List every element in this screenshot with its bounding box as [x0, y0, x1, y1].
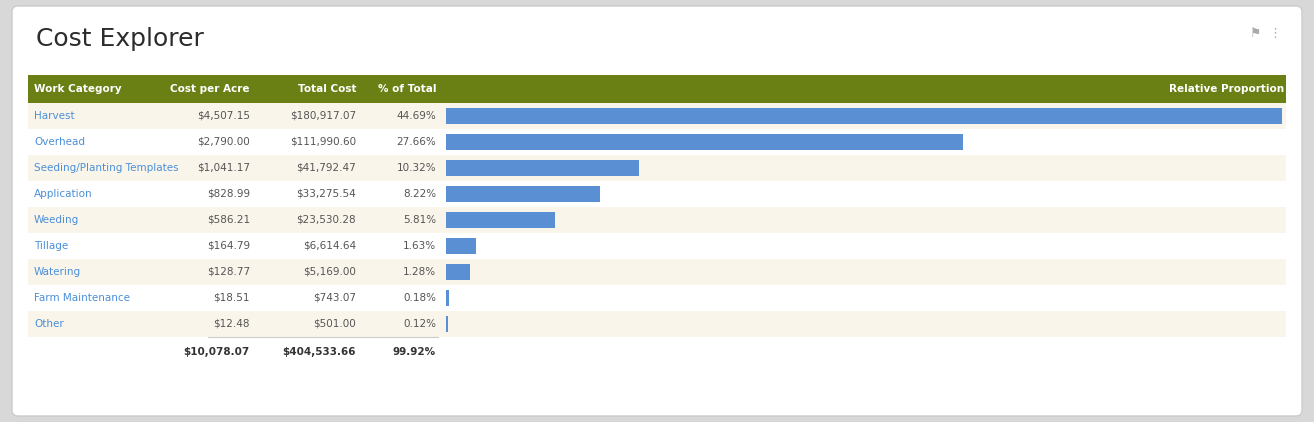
FancyBboxPatch shape — [28, 181, 1286, 207]
Text: Application: Application — [34, 189, 92, 199]
Text: Work Category: Work Category — [34, 84, 122, 94]
Text: 27.66%: 27.66% — [397, 137, 436, 147]
Text: Total Cost: Total Cost — [297, 84, 356, 94]
Text: $41,792.47: $41,792.47 — [296, 163, 356, 173]
FancyBboxPatch shape — [28, 233, 1286, 259]
Text: 44.69%: 44.69% — [397, 111, 436, 121]
Text: 1.28%: 1.28% — [403, 267, 436, 277]
Text: $743.07: $743.07 — [313, 293, 356, 303]
Text: Cost per Acre: Cost per Acre — [171, 84, 250, 94]
Text: 10.32%: 10.32% — [397, 163, 436, 173]
Text: $5,169.00: $5,169.00 — [304, 267, 356, 277]
Text: $164.79: $164.79 — [206, 241, 250, 251]
Text: $128.77: $128.77 — [206, 267, 250, 277]
Text: $23,530.28: $23,530.28 — [297, 215, 356, 225]
Text: Tillage: Tillage — [34, 241, 68, 251]
FancyBboxPatch shape — [28, 311, 1286, 337]
Text: $586.21: $586.21 — [206, 215, 250, 225]
Text: Seeding/Planting Templates: Seeding/Planting Templates — [34, 163, 179, 173]
FancyBboxPatch shape — [445, 134, 963, 150]
FancyBboxPatch shape — [445, 290, 449, 306]
FancyBboxPatch shape — [445, 264, 470, 280]
Text: $33,275.54: $33,275.54 — [296, 189, 356, 199]
Text: % of Total: % of Total — [377, 84, 436, 94]
Text: Watering: Watering — [34, 267, 81, 277]
Text: $12.48: $12.48 — [213, 319, 250, 329]
Text: $1,041.17: $1,041.17 — [197, 163, 250, 173]
Text: $10,078.07: $10,078.07 — [184, 347, 250, 357]
Text: Harvest: Harvest — [34, 111, 75, 121]
Text: 1.63%: 1.63% — [403, 241, 436, 251]
Text: $2,790.00: $2,790.00 — [197, 137, 250, 147]
Text: $404,533.66: $404,533.66 — [283, 347, 356, 357]
FancyBboxPatch shape — [28, 207, 1286, 233]
Text: 0.18%: 0.18% — [403, 293, 436, 303]
FancyBboxPatch shape — [28, 259, 1286, 285]
Text: $111,990.60: $111,990.60 — [290, 137, 356, 147]
Text: Weeding: Weeding — [34, 215, 79, 225]
FancyBboxPatch shape — [445, 212, 555, 228]
FancyBboxPatch shape — [28, 103, 1286, 129]
FancyBboxPatch shape — [28, 285, 1286, 311]
Text: Relative Proportion: Relative Proportion — [1169, 84, 1284, 94]
Text: Farm Maintenance: Farm Maintenance — [34, 293, 130, 303]
Text: $180,917.07: $180,917.07 — [290, 111, 356, 121]
FancyBboxPatch shape — [28, 75, 1286, 103]
Text: $501.00: $501.00 — [313, 319, 356, 329]
FancyBboxPatch shape — [445, 316, 448, 332]
FancyBboxPatch shape — [12, 6, 1302, 416]
FancyBboxPatch shape — [28, 129, 1286, 155]
Text: $6,614.64: $6,614.64 — [302, 241, 356, 251]
Text: ⚑  ⋮: ⚑ ⋮ — [1250, 27, 1282, 40]
Text: 5.81%: 5.81% — [403, 215, 436, 225]
Text: Cost Explorer: Cost Explorer — [35, 27, 204, 51]
FancyBboxPatch shape — [445, 186, 599, 202]
Text: $4,507.15: $4,507.15 — [197, 111, 250, 121]
Text: $18.51: $18.51 — [213, 293, 250, 303]
FancyBboxPatch shape — [445, 160, 639, 176]
Text: 99.92%: 99.92% — [393, 347, 436, 357]
Text: $828.99: $828.99 — [206, 189, 250, 199]
Text: 0.12%: 0.12% — [403, 319, 436, 329]
Text: Other: Other — [34, 319, 64, 329]
FancyBboxPatch shape — [445, 238, 477, 254]
FancyBboxPatch shape — [445, 108, 1282, 124]
Text: Overhead: Overhead — [34, 137, 85, 147]
Text: 8.22%: 8.22% — [403, 189, 436, 199]
FancyBboxPatch shape — [28, 155, 1286, 181]
